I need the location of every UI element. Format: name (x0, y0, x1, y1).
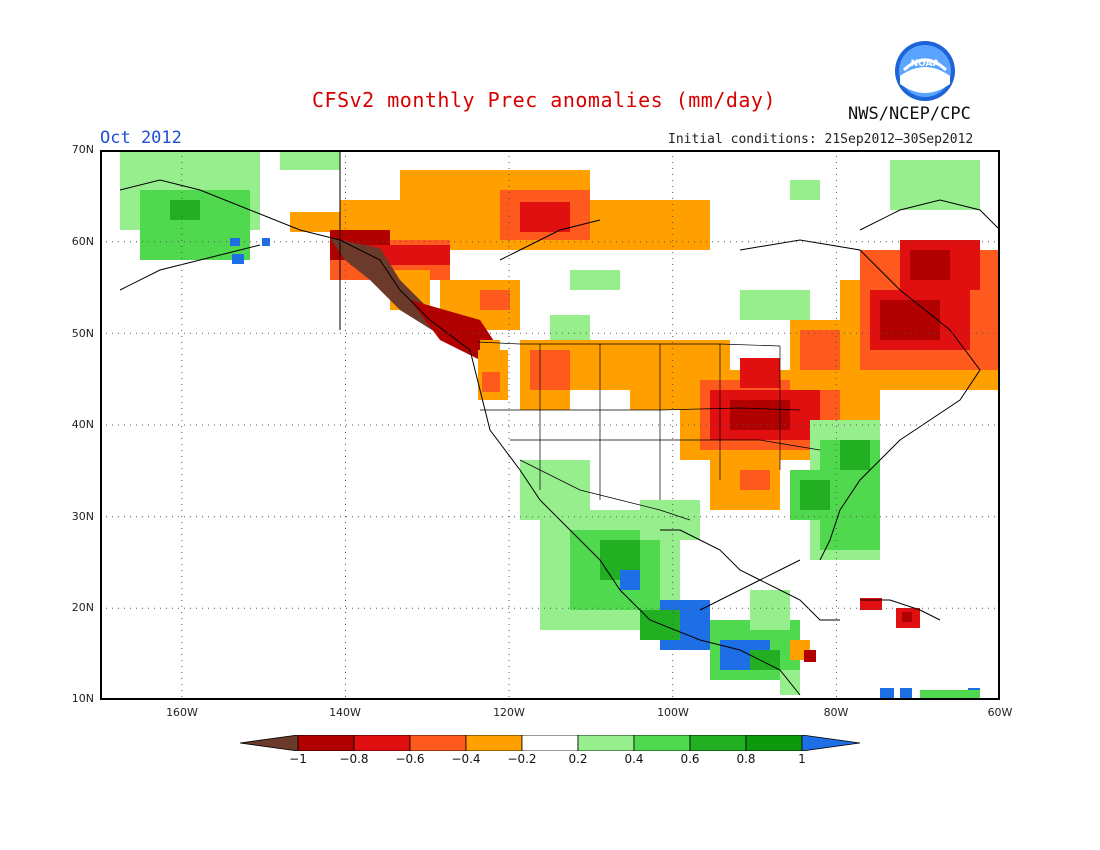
lat-label-30n: 30N (71, 510, 94, 523)
colorbar-label: −0.2 (507, 752, 537, 766)
colorbar-label: 0.2 (568, 752, 588, 766)
colorbar-seg-1 (297, 735, 355, 751)
lat-label-50n: 50N (71, 327, 94, 340)
lon-label-100w: 100W (657, 706, 689, 719)
colorbar-label: 0.4 (624, 752, 644, 766)
initial-conditions: Initial conditions: 21Sep2012–30Sep2012 (668, 132, 974, 147)
colorbar-seg-gt-1 (801, 735, 861, 751)
lat-label-20n: 20N (71, 601, 94, 614)
colorbar-label: −0.6 (395, 752, 425, 766)
colorbar (240, 735, 861, 751)
lon-label-120w: 120W (493, 706, 525, 719)
lon-label-140w: 140W (329, 706, 361, 719)
anomaly-shading (120, 150, 1000, 700)
lon-label-60w: 60W (987, 706, 1013, 719)
colorbar-seg-7 (633, 735, 691, 751)
colorbar-seg-lt-1 (240, 735, 299, 751)
colorbar-seg-9 (745, 735, 803, 751)
precip-anomaly-map (100, 150, 1000, 700)
colorbar-seg-4 (465, 735, 523, 751)
colorbar-seg-8 (689, 735, 747, 751)
colorbar-seg-6 (577, 735, 635, 751)
lat-lon-grid (100, 150, 1000, 700)
colorbar-seg-5 (521, 735, 579, 751)
forecast-month: Oct 2012 (100, 128, 182, 148)
colorbar-label: 0.6 (680, 752, 700, 766)
colorbar-seg-2 (353, 735, 411, 751)
lat-label-70n: 70N (71, 143, 94, 156)
lon-label-160w: 160W (166, 706, 198, 719)
colorbar-label: −1 (289, 752, 307, 766)
agency-label: NWS/NCEP/CPC (848, 104, 971, 124)
noaa-logo: NOAA (895, 41, 955, 101)
colorbar-seg-3 (409, 735, 467, 751)
lat-label-10n: 10N (71, 692, 94, 705)
chart-title: CFSv2 monthly Prec anomalies (mm/day) (312, 88, 777, 112)
colorbar-label: 0.8 (736, 752, 756, 766)
colorbar-label: −0.8 (339, 752, 369, 766)
colorbar-label: 1 (798, 752, 806, 766)
lat-label-40n: 40N (71, 418, 94, 431)
noaa-logo-text: NOAA (911, 59, 940, 69)
lat-label-60n: 60N (71, 235, 94, 248)
political-borders (477, 341, 821, 521)
lon-label-80w: 80W (823, 706, 849, 719)
colorbar-label: −0.4 (451, 752, 481, 766)
